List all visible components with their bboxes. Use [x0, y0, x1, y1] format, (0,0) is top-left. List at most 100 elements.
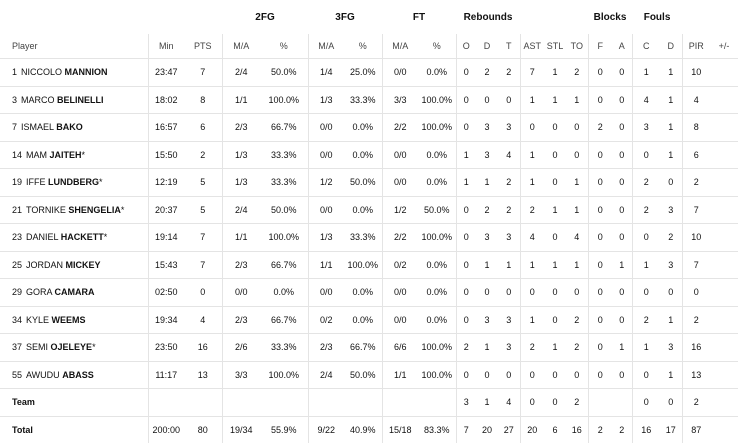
cell-fg2-pct: 66.7% [260, 113, 309, 141]
player-last-name[interactable]: CAMARA [54, 287, 95, 298]
cell-fg2-ma: 1/3 [221, 140, 260, 169]
col-header-pts: PTS [193, 41, 212, 51]
cell-reb-t: 0 [498, 278, 521, 306]
cell-plus-minus [710, 250, 738, 279]
cell-fg3-ma: 0/0 [307, 278, 345, 306]
cell-foul-c: 3 [631, 113, 661, 141]
cell-to: 2 [566, 58, 589, 86]
player-last-name[interactable]: SHENGELIA [68, 204, 121, 215]
cell-min: 20:37 [147, 195, 184, 224]
player-row[interactable]: 1 NICCOLO MANNION 23:47 7 2/4 50.0% 1/4 25.0% 0/… [0, 58, 738, 86]
player-last-name[interactable]: MICKEY [65, 259, 101, 270]
cell-pts: 7 [184, 250, 222, 279]
player-name: 1 NICCOLO MANNION [0, 58, 148, 86]
cell-fg2-ma: 2/6 [221, 333, 260, 361]
cell-ft-pct: 0.0% [418, 278, 457, 306]
cell-foul-c: 0 [631, 140, 661, 169]
cell-pts: 6 [184, 113, 222, 141]
cell-reb-d: 1 [476, 333, 499, 361]
player-first-name: KYLE [26, 314, 50, 325]
cell-pts: 4 [184, 305, 222, 334]
cell-pir: 4 [681, 85, 711, 114]
cell-blk-a: 0 [612, 278, 633, 306]
cell-ast: 1 [519, 85, 545, 114]
cell-ast: 0 [519, 113, 545, 141]
cell-fg2-ma [221, 388, 260, 416]
cell-fg2-pct: 100.0% [260, 85, 309, 114]
player-row[interactable]: 14 MAM JAITEH* 15:50 2 1/3 33.3% 0/0 0.0% 0/0 0.0… [0, 140, 738, 169]
player-name: 25 JORDAN MICKEY [0, 250, 148, 279]
cell-ast: 1 [519, 250, 545, 279]
cell-blk-f: 0 [587, 58, 613, 86]
cell-fg3-pct: 50.0% [344, 168, 383, 196]
player-row[interactable]: 34 KYLE WEEMS 19:34 4 2/3 66.7% 0/2 0.0% 0/0 0.0%… [0, 305, 738, 334]
col-header-reb-t: T [506, 41, 512, 51]
cell-plus-minus [710, 388, 738, 416]
cell-ft-ma: 0/0 [381, 168, 419, 196]
player-name: 3 MARCO BELINELLI [0, 85, 148, 114]
group-fouls: Fouls [643, 11, 671, 23]
cell-plus-minus [710, 305, 738, 334]
player-last-name[interactable]: BAKO [56, 122, 83, 133]
player-last-name[interactable]: WEEMS [51, 314, 86, 325]
cell-fg3-pct: 25.0% [344, 58, 383, 86]
player-name: 14 MAM JAITEH* [0, 140, 148, 169]
cell-fg2-ma: 1/1 [221, 223, 260, 251]
cell-blk-f: 0 [587, 195, 613, 224]
player-last-name[interactable]: JAITEH [49, 149, 82, 160]
player-first-name: IFFE [26, 177, 46, 188]
cell-ast: 1 [519, 305, 545, 334]
cell-plus-minus [710, 333, 738, 361]
player-name: 34 KYLE WEEMS [0, 305, 148, 334]
player-last-name[interactable]: MANNION [64, 67, 108, 78]
player-row[interactable]: 29 GORA CAMARA 02:50 0 0/0 0.0% 0/0 0.0% 0/0 0.0%… [0, 278, 738, 306]
player-last-name[interactable]: HACKETT [60, 232, 104, 243]
cell-fg2-ma: 2/4 [221, 58, 260, 86]
cell-blk-a: 0 [612, 195, 633, 224]
cell-fg3-ma: 0/0 [307, 140, 345, 169]
player-last-name[interactable]: OJELEYE [50, 342, 93, 353]
group-blocks: Blocks [593, 11, 627, 23]
cell-ast: 2 [519, 333, 545, 361]
player-row[interactable]: 23 DANIEL HACKETT* 19:14 7 1/1 100.0% 1/3 33.3%… [0, 223, 738, 251]
cell-blk-f: 0 [587, 168, 613, 196]
cell-ft-ma: 0/2 [381, 250, 419, 279]
cell-plus-minus [710, 223, 738, 251]
cell-reb-o: 0 [455, 305, 477, 334]
cell-ast: 0 [519, 388, 545, 416]
player-name: 55 AWUDU ABASS [0, 360, 148, 389]
cell-min: 02:50 [147, 278, 184, 306]
cell-foul-d: 3 [660, 250, 683, 279]
cell-foul-c: 0 [631, 278, 661, 306]
cell-reb-d: 2 [476, 195, 499, 224]
player-last-name[interactable]: ABASS [62, 369, 94, 380]
cell-reb-o: 0 [455, 223, 477, 251]
player-row[interactable]: 7 ISMAEL BAKO 16:57 6 2/3 66.7% 0/0 0.0% 2/2 100.… [0, 113, 738, 141]
cell-fg3-ma: 1/3 [307, 223, 345, 251]
player-row[interactable]: 25 JORDAN MICKEY 15:43 7 2/3 66.7% 1/1 100.0% 0/… [0, 250, 738, 279]
cell-ft-ma: 2/2 [381, 223, 419, 251]
player-row[interactable]: 21 TORNIKE SHENGELIA* 20:37 5 2/4 50.0% 0/0 0.0… [0, 195, 738, 224]
cell-reb-d: 20 [476, 415, 499, 443]
cell-pts: 5 [184, 168, 222, 196]
player-last-name[interactable]: LUNDBERG [48, 177, 100, 188]
cell-to: 0 [566, 140, 589, 169]
cell-ast: 20 [519, 415, 545, 443]
player-row[interactable]: 19 IFFE LUNDBERG* 12:19 5 1/3 33.3% 1/2 50.0% 0/… [0, 168, 738, 196]
col-header-ft-pct: % [432, 41, 441, 51]
cell-fg2-pct: 50.0% [260, 195, 309, 224]
cell-reb-d: 3 [476, 113, 499, 141]
cell-pts: 5 [184, 195, 222, 224]
cell-foul-d: 1 [660, 85, 683, 114]
player-row[interactable]: 55 AWUDU ABASS 11:17 13 3/3 100.0% 2/4 50.0% 1/1… [0, 360, 738, 389]
cell-ast: 2 [519, 195, 545, 224]
player-row[interactable]: 37 SEMI OJELEYE* 23:50 16 2/6 33.3% 2/3 66.7% 6/… [0, 333, 738, 361]
cell-plus-minus [710, 278, 738, 306]
cell-reb-o: 3 [455, 388, 477, 416]
player-first-name: NICCOLO [21, 67, 63, 78]
player-row[interactable]: 3 MARCO BELINELLI 18:02 8 1/1 100.0% 1/3 33.3% 3… [0, 85, 738, 114]
cell-pir: 13 [681, 360, 711, 389]
player-last-name[interactable]: BELINELLI [57, 94, 104, 105]
cell-ft-pct [418, 388, 457, 416]
cell-foul-d: 1 [660, 58, 683, 86]
